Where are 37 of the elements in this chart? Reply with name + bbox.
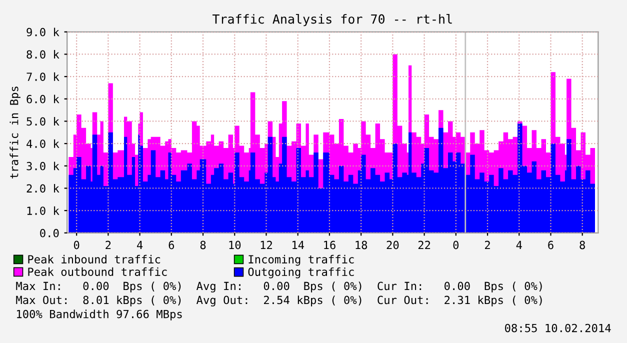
x-tick-label: 20 [386,240,399,250]
x-tick-label: 2 [485,240,490,250]
y-tick-label: 6.0 k [26,94,60,104]
y-tick-label: 5.0 k [26,117,60,126]
text: 08:55 10.02.2014 [505,324,611,332]
x-tick-label: 18 [356,240,368,250]
x-tick-label: 4 [137,240,143,250]
text: Max Out: 8.01 kBps ( 0%) Avg Out: 2.54 kBps ( 0%) Cur Out: 2.31 kBps ( 0%) [16,296,542,306]
x-tick-label: 8 [200,240,206,250]
text: 100% Bandwidth 97.66 MBps [17,310,182,320]
y-tick-label: 0.0 [40,228,59,238]
text: Max In: 0.00 Bps ( 0%) Avg In: 0.00 Bps ( 0%) Cur In: 0.00 Bps ( 0%) [16,282,542,292]
x-tick-label: 4 [516,240,522,250]
y-tick-label: 4.0 k [26,139,60,148]
y-tick-label: 8.0 k [26,50,60,59]
x-tick-label: 14 [292,240,304,250]
x-tick-label: 8 [580,240,585,250]
legend-label: Incoming traffic [248,254,354,266]
x-tick-label: 0 [453,240,459,250]
legend-label: Peak inbound traffic [28,254,160,264]
chart-title: Traffic Analysis for 70 -- rt-hl [212,14,452,26]
x-tick-label: 6 [548,240,554,250]
y-axis-title: traffic in Bps [10,86,20,179]
y-tick-label: 7.0 k [26,72,60,81]
y-tick-label: 9.0 k [26,28,60,36]
x-tick-label: 6 [168,240,174,250]
legend-label: Outgoing traffic [248,267,354,278]
x-tick-label: 2 [106,240,111,250]
y-tick-label: 3.0 k [26,162,60,170]
y-tick-label: 2.0 k [26,184,60,193]
x-tick-label: 16 [324,240,336,250]
legend-label: Peak outbound traffic [28,267,167,276]
x-tick-label: 0 [74,240,80,250]
x-tick-label: 10 [229,240,241,250]
x-tick-label: 22 [418,240,430,250]
x-tick-label: 12 [260,240,272,250]
y-tick-label: 1.0 k [27,206,60,215]
